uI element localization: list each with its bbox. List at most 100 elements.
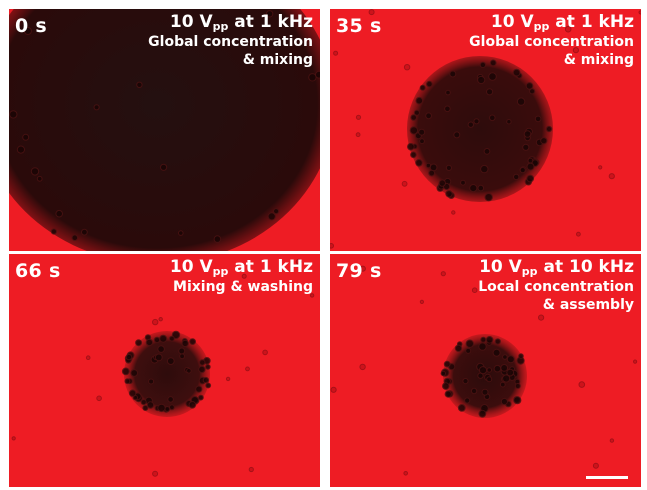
particle bbox=[265, 10, 274, 18]
particle bbox=[140, 399, 147, 406]
particle bbox=[478, 342, 487, 351]
particle bbox=[355, 114, 362, 120]
particle bbox=[121, 367, 130, 376]
particle bbox=[564, 25, 572, 33]
particle bbox=[167, 396, 174, 403]
amplitude-text: 10 V bbox=[490, 12, 534, 32]
particle bbox=[262, 349, 268, 356]
particle bbox=[248, 466, 254, 473]
particle bbox=[633, 359, 638, 364]
frequency-text: at 10 kHz bbox=[543, 257, 634, 277]
particle bbox=[179, 353, 186, 360]
particle bbox=[159, 334, 168, 343]
particle bbox=[506, 368, 515, 377]
panel-35s: 35 s 10 Vpp at 1 kHz Global concentratio… bbox=[330, 9, 641, 251]
particle bbox=[30, 167, 40, 176]
particle bbox=[518, 353, 524, 359]
particle bbox=[169, 335, 175, 342]
particle bbox=[330, 386, 337, 393]
particle bbox=[195, 385, 203, 393]
particle bbox=[152, 318, 159, 326]
amplitude-subscript: pp bbox=[533, 20, 550, 33]
timestamp-label: 35 s bbox=[336, 15, 382, 37]
particle bbox=[444, 105, 451, 113]
description-line: Local concentration bbox=[478, 279, 634, 295]
particle bbox=[225, 376, 231, 382]
particle bbox=[415, 159, 423, 167]
particle bbox=[202, 376, 210, 384]
amplitude-subscript: pp bbox=[212, 265, 229, 278]
particle bbox=[425, 112, 432, 120]
particle bbox=[160, 163, 168, 171]
particle bbox=[445, 89, 451, 96]
particle bbox=[55, 209, 64, 218]
particle bbox=[415, 96, 424, 105]
particle bbox=[609, 438, 615, 443]
timestamp-label: 66 s bbox=[15, 260, 61, 282]
particle bbox=[158, 316, 163, 322]
frequency-text: at 1 kHz bbox=[234, 257, 313, 277]
particle bbox=[473, 118, 480, 125]
particle bbox=[445, 190, 453, 198]
timestamp-label: 79 s bbox=[336, 260, 382, 282]
particle bbox=[443, 360, 451, 368]
voltage-frequency-label: 10 Vpp at 10 kHz bbox=[478, 257, 634, 278]
particle bbox=[153, 336, 161, 344]
particle bbox=[465, 339, 475, 348]
particle bbox=[413, 109, 420, 116]
particle bbox=[608, 173, 615, 180]
particle bbox=[359, 265, 366, 272]
particle bbox=[152, 470, 159, 477]
particle bbox=[9, 110, 18, 119]
particle bbox=[11, 436, 16, 441]
particle bbox=[428, 169, 436, 177]
particle bbox=[407, 142, 415, 151]
description-line: Global concentration bbox=[469, 34, 634, 50]
particle bbox=[355, 132, 361, 138]
scale-bar bbox=[586, 476, 628, 479]
particle bbox=[471, 287, 478, 294]
condition-labels: 10 Vpp at 10 kHz Local concentration & a… bbox=[478, 257, 634, 314]
particle bbox=[164, 406, 171, 412]
particle bbox=[478, 366, 488, 375]
particle bbox=[538, 314, 545, 321]
particle bbox=[50, 228, 58, 235]
particle bbox=[205, 364, 211, 370]
particle bbox=[445, 164, 453, 171]
particle bbox=[410, 151, 417, 159]
particle bbox=[188, 401, 197, 409]
particle bbox=[148, 378, 155, 385]
particle bbox=[513, 396, 522, 405]
particle bbox=[444, 390, 452, 398]
particle bbox=[315, 70, 320, 79]
particle bbox=[166, 357, 175, 365]
particle bbox=[136, 81, 143, 89]
particle bbox=[96, 395, 102, 402]
particle bbox=[130, 369, 139, 377]
particle bbox=[488, 72, 497, 81]
micrograph-66s bbox=[11, 258, 315, 477]
condition-labels: 10 Vpp at 1 kHz Global concentration & m… bbox=[469, 12, 634, 69]
particle bbox=[486, 367, 493, 373]
particle bbox=[526, 174, 535, 183]
particle bbox=[403, 64, 411, 71]
particle bbox=[189, 338, 197, 345]
particle bbox=[523, 130, 532, 138]
particle bbox=[638, 10, 641, 15]
voltage-frequency-label: 10 Vpp at 1 kHz bbox=[170, 257, 313, 278]
particle bbox=[469, 184, 478, 193]
particle bbox=[199, 359, 206, 366]
particle bbox=[525, 82, 534, 90]
particle bbox=[178, 230, 184, 236]
particle bbox=[124, 378, 131, 385]
particle bbox=[526, 162, 535, 171]
particle bbox=[273, 208, 280, 215]
particle bbox=[492, 348, 501, 357]
particle bbox=[154, 353, 163, 362]
particle bbox=[125, 353, 133, 361]
particle bbox=[480, 164, 489, 174]
particle bbox=[578, 381, 586, 388]
particle bbox=[128, 389, 137, 397]
particle bbox=[93, 104, 100, 111]
particle bbox=[181, 339, 189, 348]
